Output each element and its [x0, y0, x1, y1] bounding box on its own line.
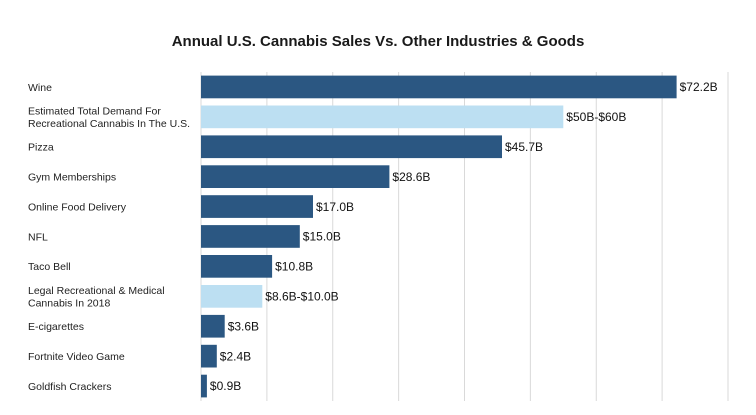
category-label: E-cigarettes: [28, 321, 84, 333]
bar: [201, 285, 263, 308]
category-label: Recreational Cannabis In The U.S.: [28, 118, 190, 130]
value-label: $17.0B: [316, 200, 354, 214]
value-label: $50B-$60B: [566, 110, 626, 124]
value-label: $2.4B: [220, 349, 251, 363]
value-label: $3.6B: [228, 319, 259, 333]
value-label: $15.0B: [303, 230, 341, 244]
value-label: $10.8B: [275, 260, 313, 274]
chart-title: Annual U.S. Cannabis Sales Vs. Other Ind…: [171, 33, 585, 50]
category-label: Online Food Delivery: [28, 201, 127, 213]
category-label: Legal Recreational & Medical: [28, 285, 165, 297]
category-label: NFL: [28, 231, 48, 243]
bar: [201, 374, 207, 398]
value-label: $8.6B-$10.0B: [265, 290, 338, 304]
category-label: Gym Memberships: [28, 172, 116, 184]
bar: [201, 135, 502, 159]
bar: [201, 225, 300, 248]
bar: [201, 255, 273, 278]
category-label: Estimated Total Demand For: [28, 105, 161, 117]
bar: [201, 105, 564, 129]
value-label: $0.9B: [210, 379, 241, 393]
bar: [201, 165, 390, 188]
category-label: Cannabis In 2018: [28, 297, 110, 309]
category-labels: Wine Estimated Total Demand ForRecreation…: [28, 82, 190, 393]
category-label: Goldfish Crackers: [28, 381, 111, 393]
value-labels: $72.2B $50B-$60B $45.7B $28.6B $17.0B $15.0B $…: [210, 80, 718, 393]
value-label: $28.6B: [392, 170, 430, 184]
category-label: Fortnite Video Game: [28, 351, 125, 363]
category-label: Taco Bell: [28, 261, 71, 273]
bar: [201, 314, 225, 338]
bar: [201, 75, 677, 99]
bar: [201, 195, 313, 218]
bar: [201, 344, 217, 368]
value-label: $72.2B: [680, 80, 718, 94]
bars: [201, 75, 677, 398]
value-label: $45.7B: [505, 140, 543, 154]
category-label: Pizza: [28, 142, 54, 154]
category-label: Wine: [28, 82, 52, 94]
